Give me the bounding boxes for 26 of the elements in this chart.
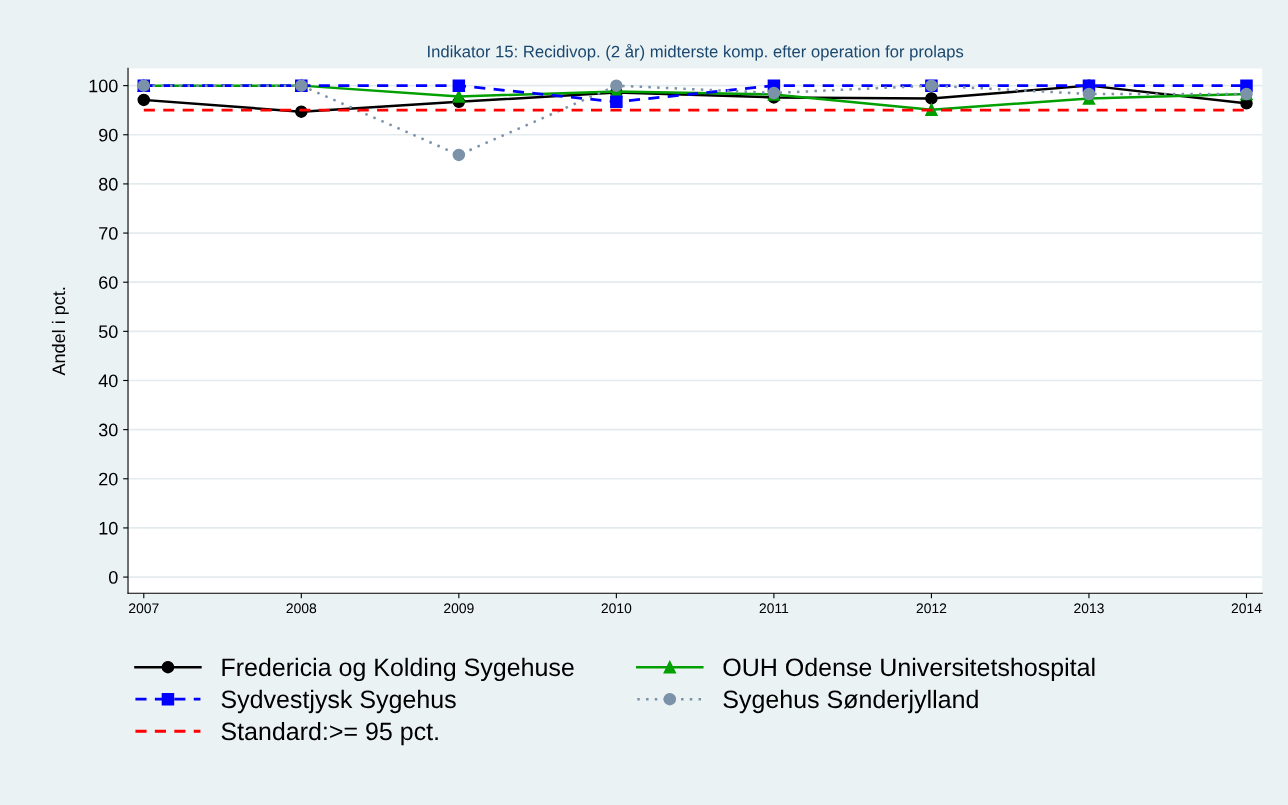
y-tick-label: 90 — [99, 128, 118, 142]
y-tick-label: 80 — [99, 177, 118, 191]
x-tick-label: 2014 — [1231, 603, 1262, 614]
x-tick-label: 2013 — [1074, 603, 1104, 614]
x-tick-label: 2008 — [286, 603, 317, 614]
x-tick-label: 2012 — [916, 603, 947, 614]
legend-label: Sydvestjysk Sygehus — [221, 689, 456, 714]
y-tick-label: 30 — [98, 423, 118, 437]
x-tick-label: 2009 — [444, 603, 474, 614]
y-tick-label: 10 — [99, 521, 118, 535]
chart-title: Indikator 15: Recidivop. (2 år) midterste komp. efter operation for prolaps — [428, 43, 964, 61]
y-tick-label: 70 — [99, 226, 118, 240]
y-tick-label: 50 — [98, 325, 118, 339]
legend-label: Sygehus Sønderjylland — [723, 689, 978, 714]
y-tick-label: 60 — [99, 276, 118, 289]
legend-label: OUH Odense Universitetshospital — [723, 657, 1095, 682]
y-tick-label: 0 — [108, 571, 118, 584]
y-tick-label: 40 — [98, 374, 118, 388]
x-tick-label: 2010 — [601, 603, 632, 614]
y-tick-label: 100 — [89, 79, 118, 93]
x-tick-label: 2007 — [129, 603, 159, 614]
y-axis-title: Andel i pct. — [51, 287, 69, 376]
x-tick-label: 2011 — [759, 603, 789, 614]
legend-label: Fredericia og Kolding Sygehuse — [222, 657, 574, 682]
legend-label: Standard:>= 95 pct. — [221, 721, 438, 746]
y-tick-label: 20 — [99, 472, 118, 486]
